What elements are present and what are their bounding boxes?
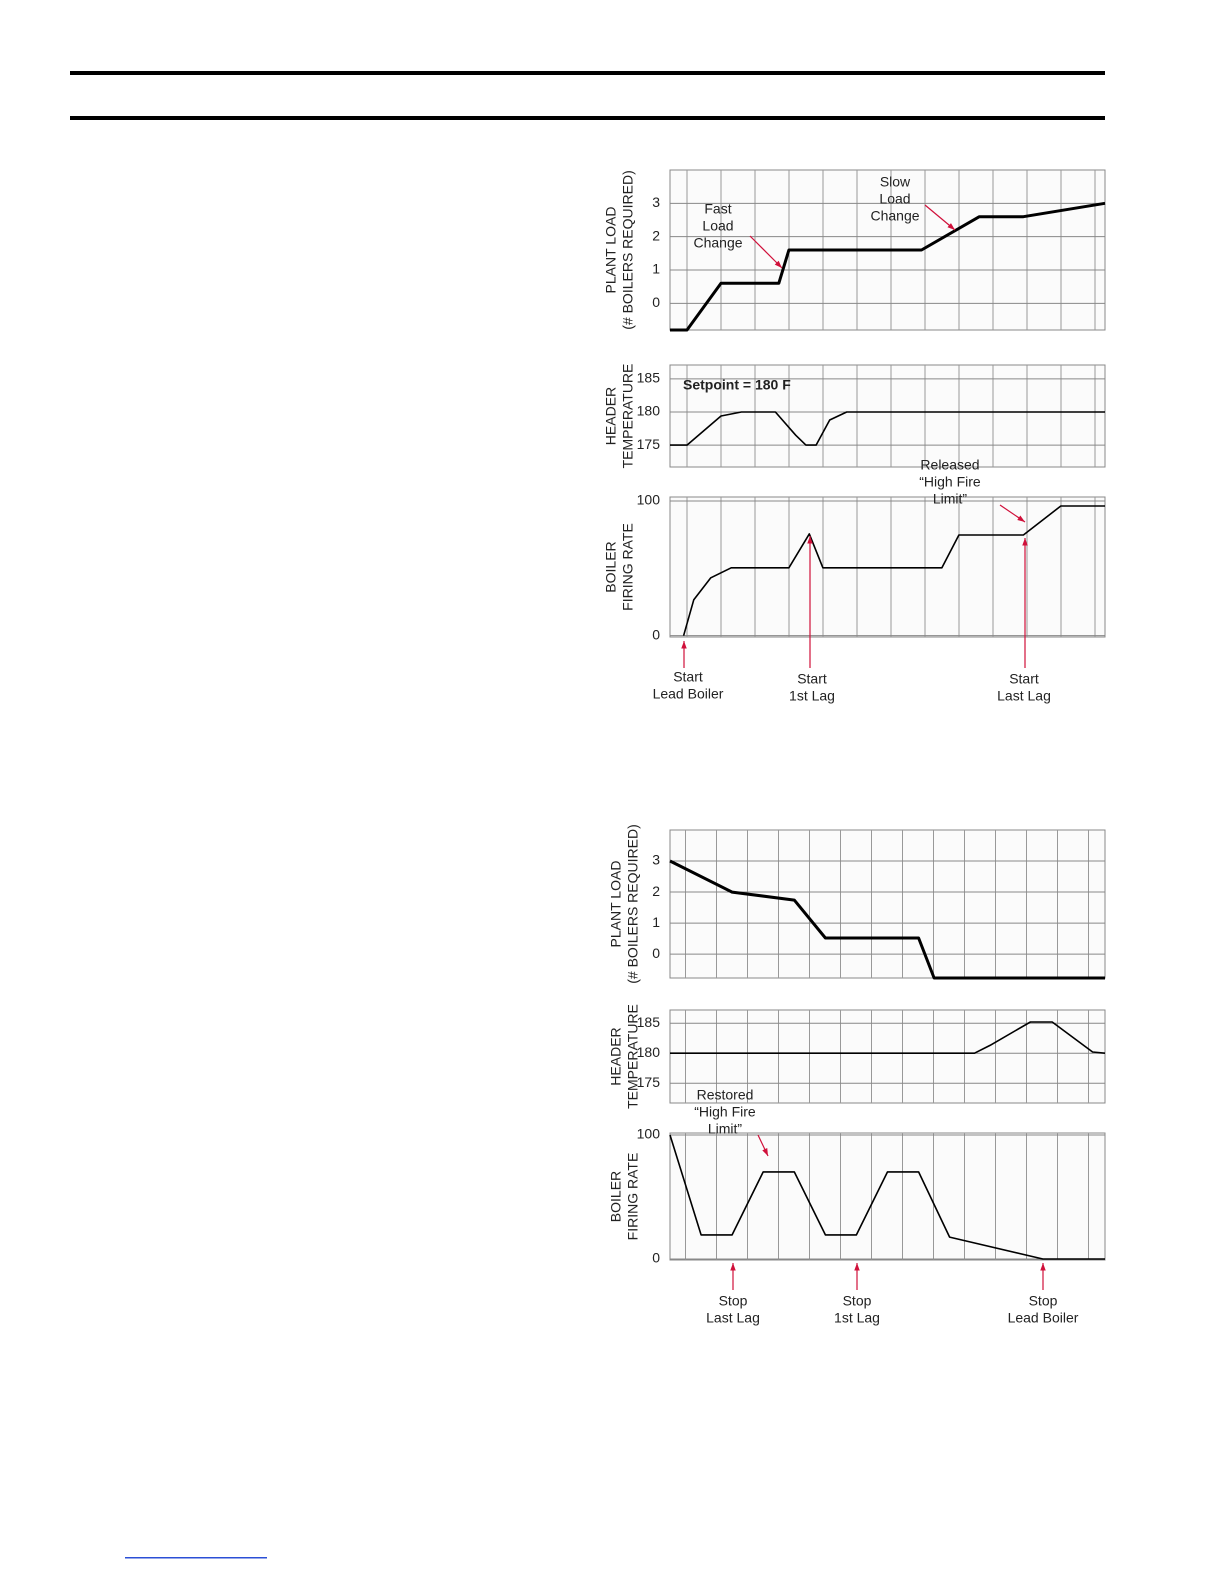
arrow-head xyxy=(807,536,813,544)
footer-link-rule xyxy=(125,1557,267,1559)
arrow-head xyxy=(1017,515,1025,522)
y-tick-label: 0 xyxy=(652,294,660,310)
y-axis-label: BOILER xyxy=(608,1171,624,1222)
arrow-head xyxy=(1022,538,1028,546)
data-line xyxy=(669,1134,1105,1260)
arrow-head xyxy=(774,260,782,268)
annotation-text: Load xyxy=(702,218,733,234)
y-tick-label: 3 xyxy=(652,852,660,868)
y-axis-label: HEADER xyxy=(603,387,619,445)
y-tick-label: 175 xyxy=(637,436,661,452)
data-line xyxy=(670,201,1106,332)
data-line xyxy=(670,1021,1106,1054)
y-tick-label: 0 xyxy=(652,945,660,961)
y-axis-label: PLANT LOAD xyxy=(603,207,619,294)
data-line xyxy=(682,505,1105,636)
annotation-text: Fast xyxy=(704,201,731,217)
y-tick-label: 0 xyxy=(652,626,660,642)
annotation-text: Stop xyxy=(719,1293,748,1309)
annotation-text: Start xyxy=(673,669,703,685)
y-tick-label: 1 xyxy=(652,261,660,277)
data-line xyxy=(669,859,1105,980)
annotation-text: Lead Boiler xyxy=(653,686,724,702)
annotation-text: Limit” xyxy=(933,491,968,507)
annotation-text: 1st Lag xyxy=(789,688,835,704)
y-axis-label: FIRING RATE xyxy=(625,1153,641,1241)
panel-frame xyxy=(669,1009,1106,1104)
y-tick-label: 2 xyxy=(652,883,660,899)
annotation-text: Last Lag xyxy=(997,688,1051,704)
annotation-text: Slow xyxy=(880,174,911,190)
panel-frame xyxy=(669,364,1106,468)
y-tick-label: 180 xyxy=(637,403,661,419)
y-axis-label: HEADER xyxy=(608,1027,624,1085)
annotation-text: Stop xyxy=(843,1293,872,1309)
annotation-text: 1st Lag xyxy=(834,1310,880,1326)
annotation-text: Start xyxy=(1009,671,1039,687)
arrow-head xyxy=(762,1148,768,1156)
arrow-head xyxy=(681,641,687,649)
annotation-text: Restored xyxy=(697,1087,754,1103)
y-tick-label: 3 xyxy=(652,194,660,210)
annotation-arrow xyxy=(749,235,783,269)
annotation-text: Last Lag xyxy=(706,1310,760,1326)
arrow-head xyxy=(730,1263,736,1271)
y-tick-label: 180 xyxy=(637,1044,661,1060)
y-tick-label: 185 xyxy=(637,370,661,386)
y-axis-label: (# BOILERS REQUIRED) xyxy=(625,824,641,983)
y-tick-label: 100 xyxy=(637,492,661,508)
annotation-text: Released xyxy=(920,457,979,473)
y-tick-label: 1 xyxy=(652,914,660,930)
data-line xyxy=(670,411,1105,446)
arrow-head xyxy=(1040,1263,1046,1271)
annotation-text: Change xyxy=(693,235,742,251)
panel-frame xyxy=(669,1132,1106,1261)
arrow-head xyxy=(854,1263,860,1271)
annotation-text: Start xyxy=(797,671,827,687)
y-axis-label: FIRING RATE xyxy=(620,523,636,611)
y-tick-label: 100 xyxy=(637,1126,661,1142)
y-tick-label: 0 xyxy=(652,1250,660,1266)
annotation-text: Stop xyxy=(1029,1293,1058,1309)
top-rule xyxy=(70,71,1105,75)
annotation-text: Setpoint = 180 F xyxy=(683,377,791,393)
y-axis-label: TEMPERATURE xyxy=(625,1004,641,1109)
y-axis-label: TEMPERATURE xyxy=(620,364,636,469)
panel-frame xyxy=(669,829,1106,979)
header-rule xyxy=(70,116,1105,120)
annotation-text: Limit” xyxy=(708,1121,743,1137)
y-tick-label: 185 xyxy=(637,1014,661,1030)
annotation-text: “High Fire xyxy=(919,474,981,490)
annotation-text: Load xyxy=(879,191,910,207)
annotation-text: Lead Boiler xyxy=(1008,1310,1079,1326)
y-axis-label: BOILER xyxy=(603,541,619,592)
y-tick-label: 175 xyxy=(637,1074,661,1090)
arrow-head xyxy=(947,223,955,230)
y-axis-label: PLANT LOAD xyxy=(608,861,624,948)
y-tick-label: 2 xyxy=(652,227,660,243)
annotation-text: Change xyxy=(870,208,919,224)
annotation-text: “High Fire xyxy=(694,1104,756,1120)
y-axis-label: (# BOILERS REQUIRED) xyxy=(620,170,636,329)
